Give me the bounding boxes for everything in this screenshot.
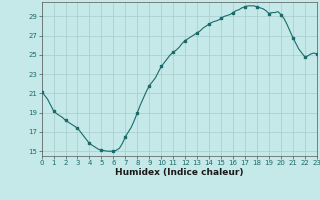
X-axis label: Humidex (Indice chaleur): Humidex (Indice chaleur) — [115, 168, 244, 177]
